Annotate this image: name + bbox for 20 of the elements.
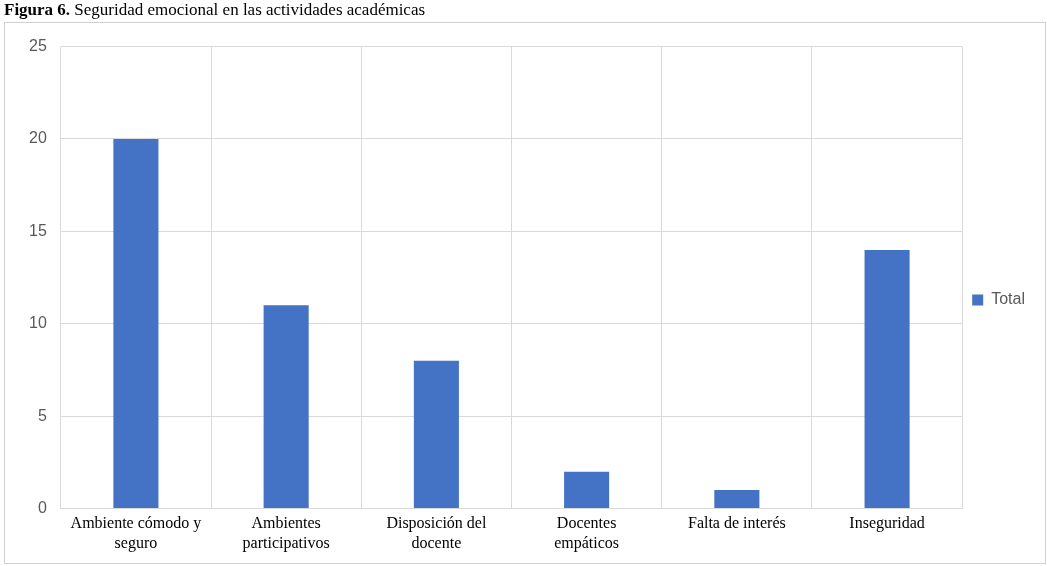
x-tick-label: Ambientes participativos: [242, 514, 330, 552]
y-tick-label: 20: [29, 129, 47, 147]
x-tick-label: Disposición del docente: [386, 514, 487, 551]
bar: [714, 490, 760, 509]
bar: [864, 249, 910, 509]
bar: [413, 360, 459, 509]
bar: [113, 139, 159, 509]
x-tick-label: Docentes empáticos: [554, 514, 620, 552]
chart-title: Figura 6. Seguridad emocional en las actividades académicas: [4, 0, 426, 20]
x-tick-label: Inseguridad: [849, 514, 925, 533]
bar: [263, 305, 309, 509]
y-tick-label: 10: [29, 314, 47, 332]
y-tick-label: 5: [37, 406, 47, 424]
y-tick-label: 25: [29, 37, 47, 55]
legend-label: Total: [991, 290, 1025, 308]
bar: [564, 471, 610, 509]
y-tick-label: 0: [37, 499, 47, 517]
x-tick-label: Ambiente cómodo y seguro: [70, 514, 202, 552]
x-tick-label: Falta de interés: [687, 514, 786, 532]
y-tick-label: 15: [29, 221, 47, 239]
